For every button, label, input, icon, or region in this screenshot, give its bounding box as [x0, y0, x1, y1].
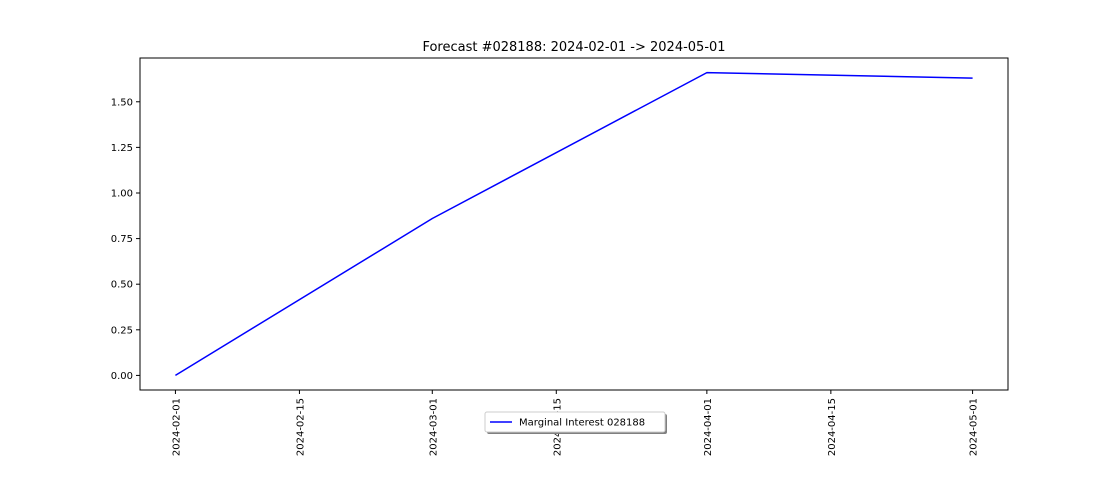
x-tick-label: 2024-03-01 [428, 398, 439, 456]
plot-area-frame [139, 57, 1009, 391]
series-line [175, 71, 973, 377]
x-tick-label: 2024-04-15 [827, 398, 838, 456]
x-tick-label: 2024-05-01 [969, 398, 980, 456]
y-tick-label: 1.00 [111, 188, 133, 199]
y-tick-label: 1.25 [111, 143, 133, 154]
series-layer [175, 71, 973, 377]
y-axis: 0.00 0.25 0.50 0.75 1.00 1.25 1.50 [111, 97, 140, 382]
legend[interactable]: Marginal Interest 028188 [484, 411, 667, 434]
y-tick-label: 0.00 [111, 371, 133, 382]
legend-label: Marginal Interest 028188 [519, 418, 645, 429]
legend-box [484, 411, 666, 433]
y-tick-label: 0.50 [111, 280, 133, 291]
x-tick-label: 2024-02-15 [295, 398, 306, 456]
y-tick-label: 0.25 [111, 325, 133, 336]
x-tick-label: 2024-02-01 [171, 398, 182, 456]
chart-title: Forecast #028188: 2024-02-01 -> 2024-05-… [422, 40, 725, 55]
y-tick-label: 1.50 [111, 97, 133, 108]
y-tick-label: 0.75 [111, 234, 133, 245]
x-tick-label: 2024-04-01 [703, 398, 714, 456]
